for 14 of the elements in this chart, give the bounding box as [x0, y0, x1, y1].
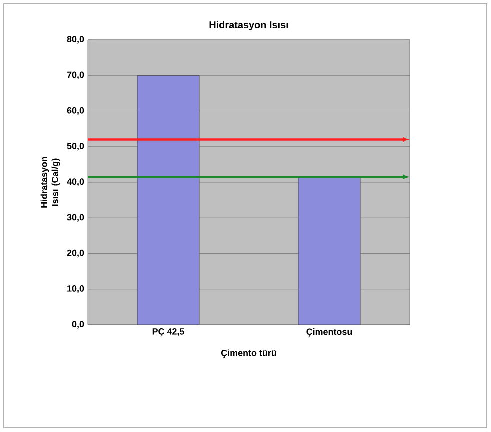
- x-tick-label: PÇ 42,5: [152, 328, 184, 337]
- y-tick-label: 0,0: [72, 321, 84, 329]
- y-tick-label: 40,0: [67, 178, 84, 186]
- y-axis-title: Hidratasyon Isısı (Cal/g): [40, 157, 60, 208]
- chart-title: Hidratasyon Isısı: [210, 21, 288, 31]
- y-tick-label: 10,0: [68, 286, 84, 294]
- x-axis-title: Çimento türü: [221, 350, 276, 358]
- y-tick-label: 30,0: [67, 214, 84, 222]
- y-tick-label: 20,0: [67, 250, 84, 258]
- y-tick-label: 70,0: [67, 72, 84, 80]
- y-tick-label: 60,0: [67, 107, 84, 116]
- y-tick-label: 50,0: [67, 143, 84, 151]
- y-tick-label: 80,0: [67, 36, 84, 44]
- x-tick-label: Çimentosu: [306, 328, 352, 337]
